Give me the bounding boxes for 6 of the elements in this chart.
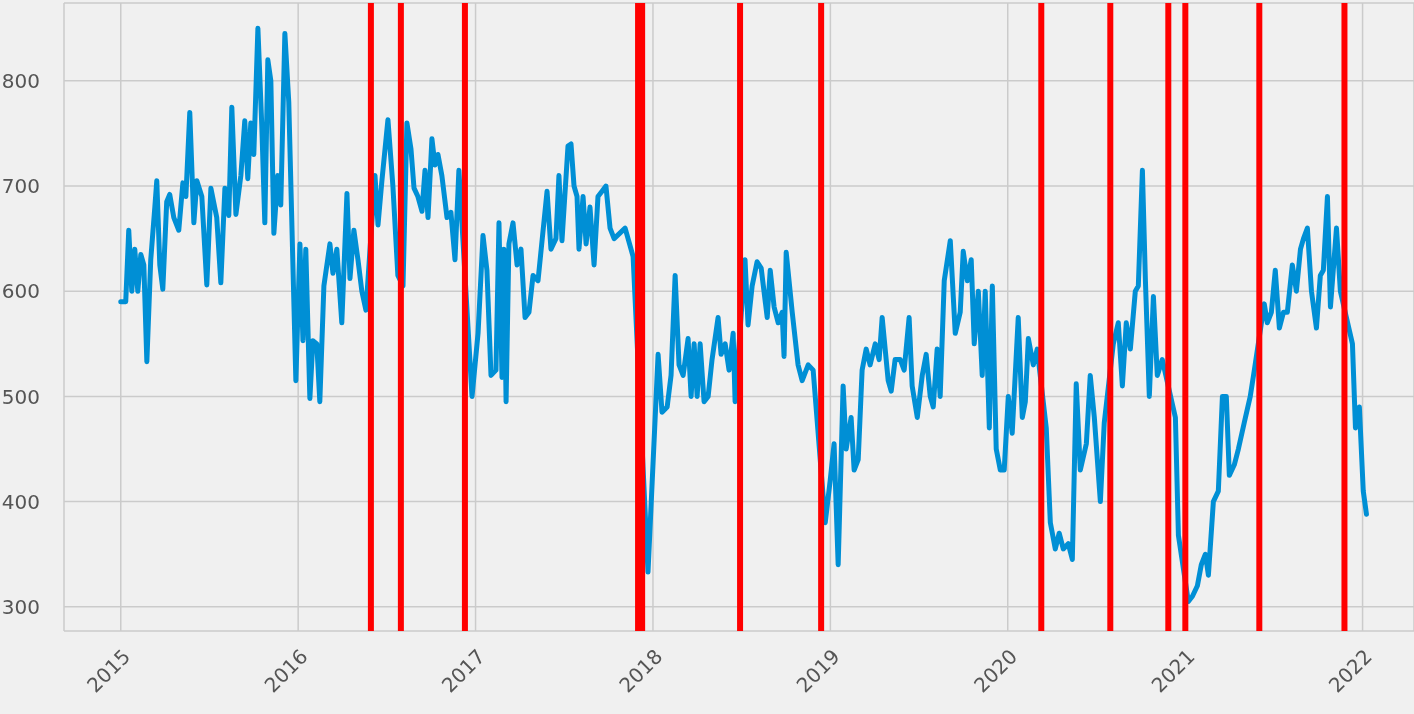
y-tick-label: 300	[1, 594, 40, 619]
y-tick-label: 700	[1, 174, 40, 199]
y-tick-label: 400	[1, 489, 40, 514]
y-tick-label: 600	[1, 279, 40, 304]
y-tick-label: 500	[1, 384, 40, 409]
y-tick-label: 800	[1, 68, 40, 93]
